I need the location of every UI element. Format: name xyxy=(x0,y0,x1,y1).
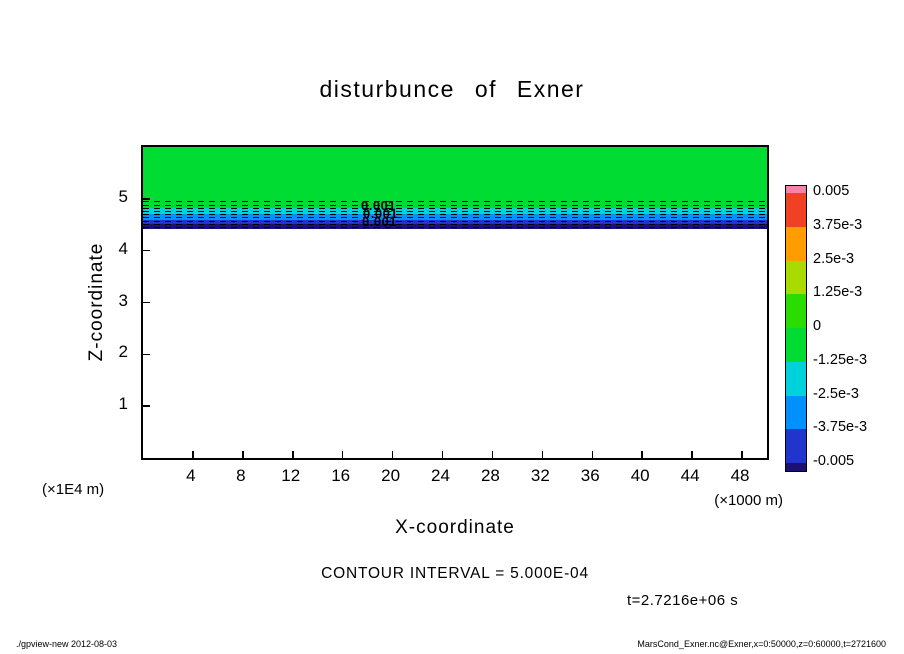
x-tick-label: 40 xyxy=(630,466,650,485)
x-tick-mark xyxy=(292,451,294,458)
colorbar-band xyxy=(786,186,806,193)
y-tick-label: 4 xyxy=(118,238,128,258)
contour-label: 0.001 xyxy=(362,214,398,229)
contour-line xyxy=(143,208,767,210)
y-tick-mark xyxy=(143,405,150,407)
contour-line xyxy=(143,217,767,219)
y-tick-label: 2 xyxy=(118,342,128,362)
x-tick-label: 8 xyxy=(236,466,246,485)
contour-line xyxy=(143,205,767,207)
colorbar-tick-label: 1.25e-3 xyxy=(813,284,863,301)
contour-line xyxy=(143,226,767,228)
y-tick-label: 5 xyxy=(118,186,128,206)
y-tick-mark xyxy=(143,301,150,304)
x-tick-mark xyxy=(541,451,544,458)
colorbar-band xyxy=(786,361,806,396)
colorbar-band xyxy=(786,294,806,328)
colorbar-band xyxy=(786,260,806,295)
contour-interval-caption: CONTOUR INTERVAL = 5.000E-04 xyxy=(321,565,589,582)
colorbar-band xyxy=(786,429,806,463)
tone-fill-layer xyxy=(143,219,767,224)
tone-fill-layer xyxy=(143,228,767,458)
x-tick-mark xyxy=(691,451,693,458)
footer-file-info: MarsCond_Exner.nc@Exner,x=0:50000,z=0:60… xyxy=(637,639,886,649)
x-tick-mark xyxy=(391,451,394,458)
x-tick-mark xyxy=(491,451,494,458)
y-tick-mark xyxy=(143,198,150,200)
contour-line xyxy=(143,220,767,222)
x-tick-mark xyxy=(641,451,643,458)
plot-title: disturbunce of Exner xyxy=(319,76,585,102)
y-tick-mark xyxy=(143,353,150,356)
tone-fill-layer xyxy=(143,214,767,220)
x-tick-mark xyxy=(441,451,444,458)
colorbar-tick-label: -0.005 xyxy=(813,453,855,469)
x-axis-unit-note: (×1000 m) xyxy=(714,492,783,509)
x-tick-label: 48 xyxy=(730,466,750,485)
colorbar-band xyxy=(786,328,806,362)
contour-label: 0.001 xyxy=(363,206,399,221)
x-tick-label: 20 xyxy=(381,466,401,485)
x-tick-label: 32 xyxy=(530,466,550,485)
colorbar-band xyxy=(786,395,806,430)
colorbar-band xyxy=(786,193,806,227)
tone-fill-layer xyxy=(143,223,767,229)
plot-area: 0.001 0.001 0.001 xyxy=(141,145,769,460)
x-tick-mark xyxy=(341,451,344,458)
x-tick-label: 44 xyxy=(680,466,700,485)
footer-program-date: ./gpview-new 2012-08-03 xyxy=(16,639,118,649)
time-caption: t=2.7216e+06 s xyxy=(627,592,739,609)
contour-line xyxy=(143,223,767,225)
colorbar-tick-label: -3.75e-3 xyxy=(813,419,868,436)
x-tick-label: 12 xyxy=(281,466,301,485)
x-tick-mark xyxy=(591,451,594,458)
contour-label: 0.001 xyxy=(361,198,397,213)
colorbar-tick-label: -1.25e-3 xyxy=(813,351,868,368)
x-tick-label: 4 xyxy=(186,466,196,485)
x-tick-mark xyxy=(741,451,743,458)
contour-line xyxy=(143,201,767,203)
colorbar-band xyxy=(786,463,806,471)
colorbar-tick-label: 3.75e-3 xyxy=(813,216,863,233)
colorbar xyxy=(785,185,807,472)
y-axis-unit-note: (×1E4 m) xyxy=(42,481,105,498)
y-tick-label: 3 xyxy=(118,290,128,310)
x-tick-mark xyxy=(242,451,244,458)
x-axis-label: X-coordinate xyxy=(395,517,515,538)
x-tick-label: 24 xyxy=(431,466,450,485)
contour-line xyxy=(143,214,767,216)
tone-fill-layer xyxy=(143,207,767,215)
x-tick-mark xyxy=(192,451,194,458)
x-tick-label: 16 xyxy=(331,466,351,485)
colorbar-tick-label: -2.5e-3 xyxy=(813,385,859,402)
colorbar-tick-label: 2.5e-3 xyxy=(813,250,855,267)
contour-line xyxy=(143,211,767,213)
x-tick-label: 28 xyxy=(480,466,500,485)
colorbar-tick-label: 0 xyxy=(813,318,822,334)
tone-fill-layer xyxy=(143,147,767,208)
x-tick-label: 36 xyxy=(580,466,600,485)
y-tick-mark xyxy=(143,249,150,252)
colorbar-band xyxy=(786,226,806,261)
y-tick-label: 1 xyxy=(118,394,128,414)
colorbar-tick-label: 0.005 xyxy=(813,183,850,199)
